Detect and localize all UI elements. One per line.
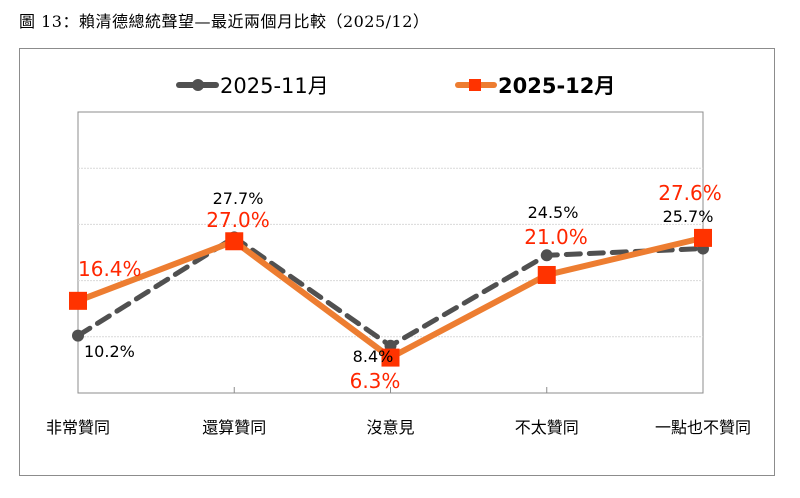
marker-2025-12 bbox=[537, 265, 556, 284]
data-label-2025-11: 10.2% bbox=[84, 342, 135, 361]
data-label-2025-12: 27.0% bbox=[206, 208, 270, 232]
x-tick-label: 非常贊同 bbox=[46, 418, 110, 437]
data-label-2025-12: 6.3% bbox=[350, 369, 401, 393]
marker-2025-11 bbox=[72, 329, 84, 342]
marker-2025-12 bbox=[694, 228, 712, 247]
x-tick-label: 沒意見 bbox=[366, 418, 414, 437]
marker-2025-11 bbox=[540, 249, 553, 262]
data-label-2025-11: 27.7% bbox=[213, 189, 264, 208]
legend-label-2025-12: 2025-12月 bbox=[498, 74, 615, 98]
data-label-2025-11: 25.7% bbox=[663, 207, 714, 226]
chart-title: 圖 13：賴清德總統聲望—最近兩個月比較（2025/12） bbox=[19, 12, 430, 31]
x-tick-label: 一點也不贊同 bbox=[655, 418, 751, 437]
chart-frame bbox=[19, 48, 775, 476]
data-label-2025-12: 27.6% bbox=[658, 181, 722, 205]
legend-label-2025-11: 2025-11月 bbox=[220, 74, 329, 98]
x-tick-label: 不太贊同 bbox=[515, 418, 579, 437]
x-tick-label: 還算贊同 bbox=[202, 418, 266, 437]
data-label-2025-11: 24.5% bbox=[528, 203, 579, 222]
data-label-2025-12: 16.4% bbox=[78, 257, 142, 281]
data-label-2025-11: 8.4% bbox=[353, 347, 394, 366]
marker-2025-12 bbox=[69, 291, 87, 310]
legend-marker-2025-12 bbox=[469, 79, 481, 91]
marker-2025-12 bbox=[381, 348, 400, 367]
data-label-2025-12: 21.0% bbox=[524, 225, 588, 249]
legend-marker-2025-11 bbox=[192, 79, 204, 91]
marker-2025-12 bbox=[225, 232, 244, 251]
